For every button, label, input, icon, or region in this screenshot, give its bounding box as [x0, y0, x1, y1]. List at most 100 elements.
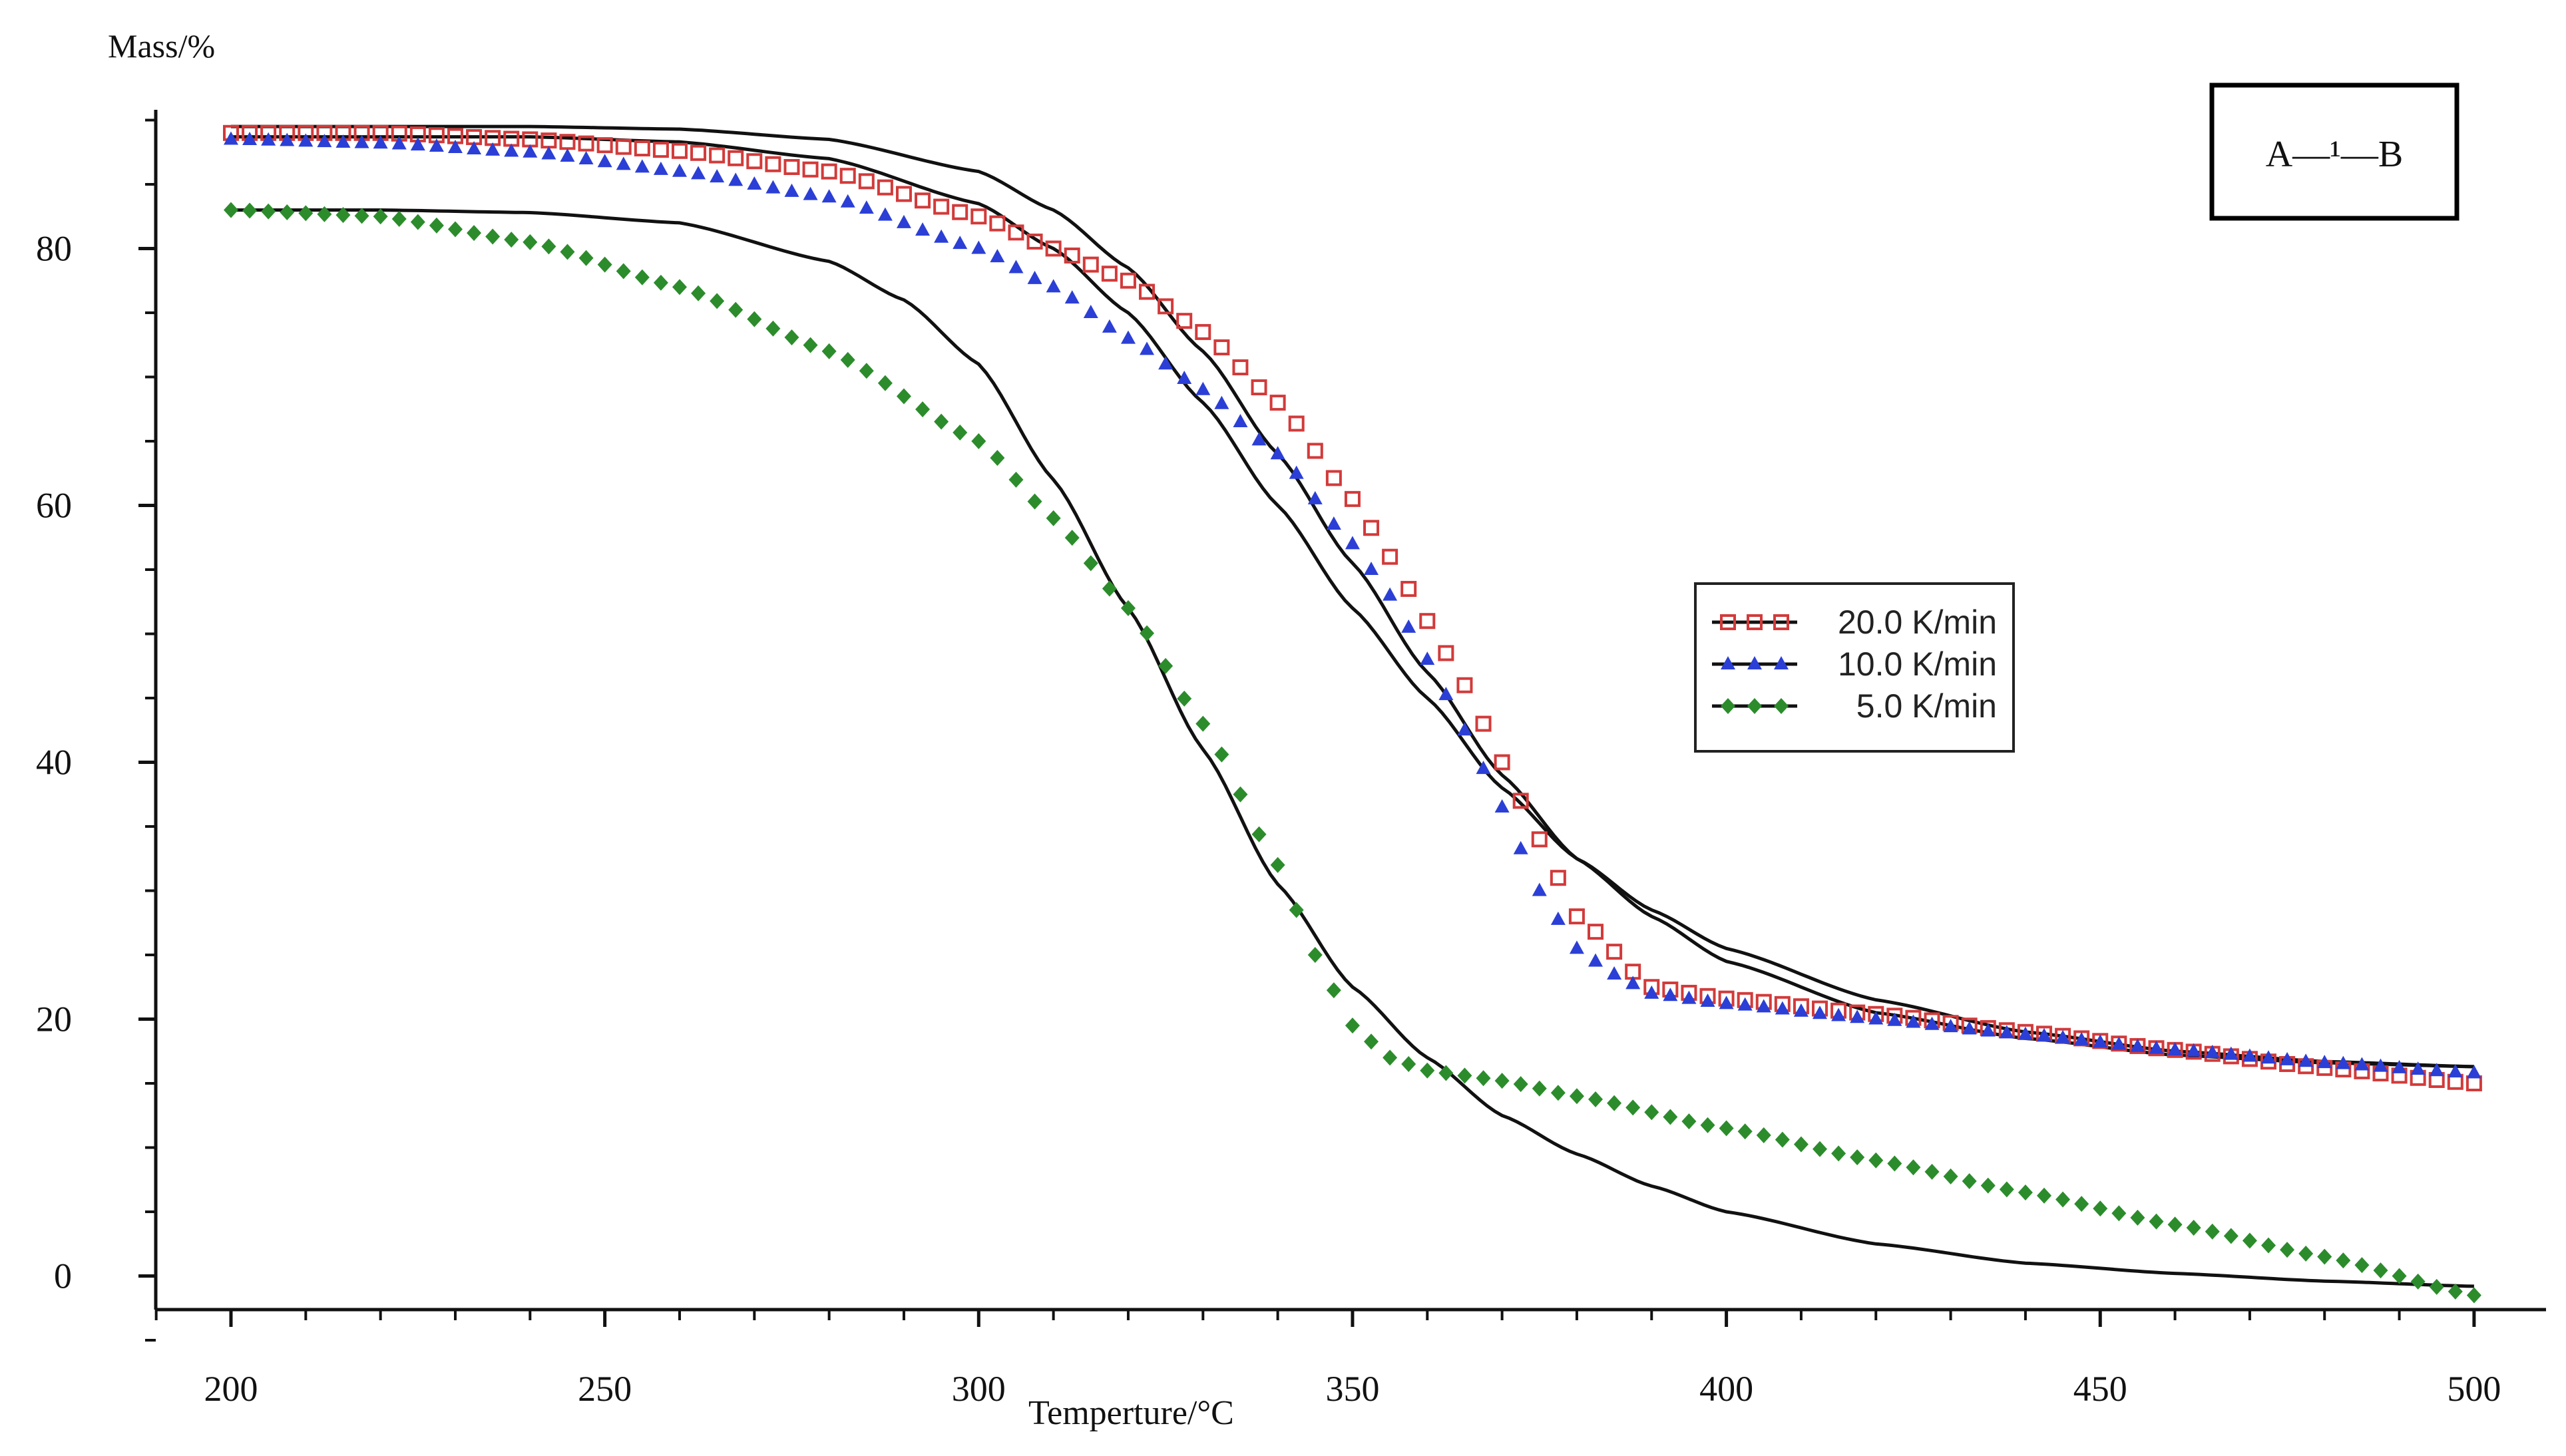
- data-point: [1906, 1014, 1921, 1028]
- data-point: [896, 388, 911, 405]
- data-point: [504, 232, 519, 248]
- data-point: [2280, 1051, 2295, 1065]
- data-point: [1102, 319, 1117, 333]
- data-point: [895, 186, 912, 202]
- data-point: [391, 210, 407, 227]
- data-point: [1588, 953, 1604, 967]
- data-point: [2111, 1036, 2127, 1050]
- data-point: [1326, 516, 1341, 530]
- data-point: [1213, 339, 1230, 356]
- data-point: [821, 163, 837, 180]
- data-point: [242, 132, 258, 146]
- data-point: [2429, 1278, 2444, 1295]
- data-point: [354, 208, 369, 224]
- data-point: [1363, 520, 1380, 536]
- data-series: [223, 124, 2482, 1304]
- data-point: [1775, 1131, 1790, 1148]
- data-point: [896, 214, 911, 228]
- data-point: [1383, 1049, 1398, 1066]
- x-tick-label: 350: [1325, 1369, 1379, 1409]
- annotation-box: A—¹—B: [2209, 83, 2459, 221]
- data-point: [1420, 1062, 1435, 1079]
- y-tick-label: 40: [36, 743, 72, 783]
- data-point: [2186, 1043, 2201, 1057]
- data-point: [1737, 997, 1753, 1011]
- legend-marker: [1721, 656, 1735, 669]
- annotation-label: A—¹—B: [2266, 134, 2404, 175]
- data-point: [1140, 341, 1155, 355]
- fit-curves: [231, 124, 2474, 1288]
- data-point: [2392, 1059, 2407, 1073]
- data-point: [1887, 1155, 1902, 1172]
- data-point: [1027, 493, 1042, 510]
- data-point: [2186, 1219, 2201, 1236]
- data-point: [1550, 870, 1566, 886]
- data-point: [915, 222, 931, 236]
- data-point: [1046, 279, 1061, 293]
- y-tick-label: 20: [36, 1000, 72, 1039]
- data-point: [802, 161, 819, 178]
- fit-curve-0: [231, 124, 2474, 1069]
- data-point: [971, 433, 986, 449]
- data-point: [1383, 587, 1398, 601]
- data-point: [1607, 1095, 1622, 1111]
- data-point: [1027, 270, 1042, 284]
- data-point: [1438, 687, 1454, 701]
- data-point: [523, 234, 538, 250]
- data-point: [1158, 298, 1174, 315]
- data-point: [2317, 1248, 2332, 1265]
- series-diamond: [224, 202, 2481, 1304]
- data-point: [2429, 1063, 2444, 1077]
- data-point: [765, 156, 781, 172]
- data-point: [1214, 395, 1229, 409]
- data-point: [2466, 1065, 2481, 1079]
- data-point: [1813, 1005, 1828, 1019]
- data-point: [429, 138, 444, 152]
- data-point: [858, 173, 875, 190]
- data-point: [1214, 746, 1229, 763]
- data-point: [803, 337, 818, 353]
- data-point: [2466, 1287, 2481, 1304]
- data-point: [1850, 1009, 1865, 1023]
- data-point: [467, 225, 482, 242]
- data-point: [710, 293, 725, 309]
- x-tick-label: 500: [2447, 1369, 2501, 1409]
- data-point: [1924, 1016, 1940, 1030]
- data-point: [1550, 1085, 1566, 1101]
- data-point: [1532, 1080, 1547, 1097]
- data-point: [1008, 260, 1024, 273]
- data-point: [1177, 690, 1192, 707]
- data-point: [2074, 1031, 2089, 1045]
- data-point: [1438, 1065, 1454, 1081]
- data-point: [634, 159, 650, 173]
- data-point: [1494, 754, 1510, 771]
- data-point: [1307, 443, 1323, 459]
- axes: 0 20 40 60 80 200 250 300 350 400 450 500: [36, 110, 2546, 1409]
- data-point: [1438, 645, 1454, 661]
- y-tick-label: 80: [36, 229, 72, 269]
- fit-curve-2: [231, 208, 2474, 1288]
- data-point: [1943, 1168, 1958, 1184]
- data-point: [335, 207, 351, 224]
- data-point: [354, 134, 369, 148]
- data-point: [672, 163, 687, 177]
- data-point: [2205, 1223, 2220, 1240]
- data-point: [1251, 826, 1267, 842]
- legend-marker: [1747, 698, 1762, 714]
- data-point: [728, 150, 744, 166]
- data-point: [953, 424, 968, 441]
- data-point: [429, 217, 444, 234]
- data-point: [1831, 1145, 1846, 1162]
- y-tick-label: 60: [36, 486, 72, 526]
- data-point: [783, 158, 800, 175]
- data-point: [373, 208, 388, 225]
- data-point: [970, 208, 987, 225]
- data-point: [1102, 580, 1117, 597]
- data-point: [560, 148, 575, 162]
- data-point: [1887, 1012, 1902, 1026]
- data-point: [1083, 555, 1098, 572]
- data-point: [1195, 323, 1211, 340]
- data-point: [2373, 1058, 2388, 1072]
- data-point: [1120, 330, 1136, 344]
- data-point: [1607, 966, 1622, 980]
